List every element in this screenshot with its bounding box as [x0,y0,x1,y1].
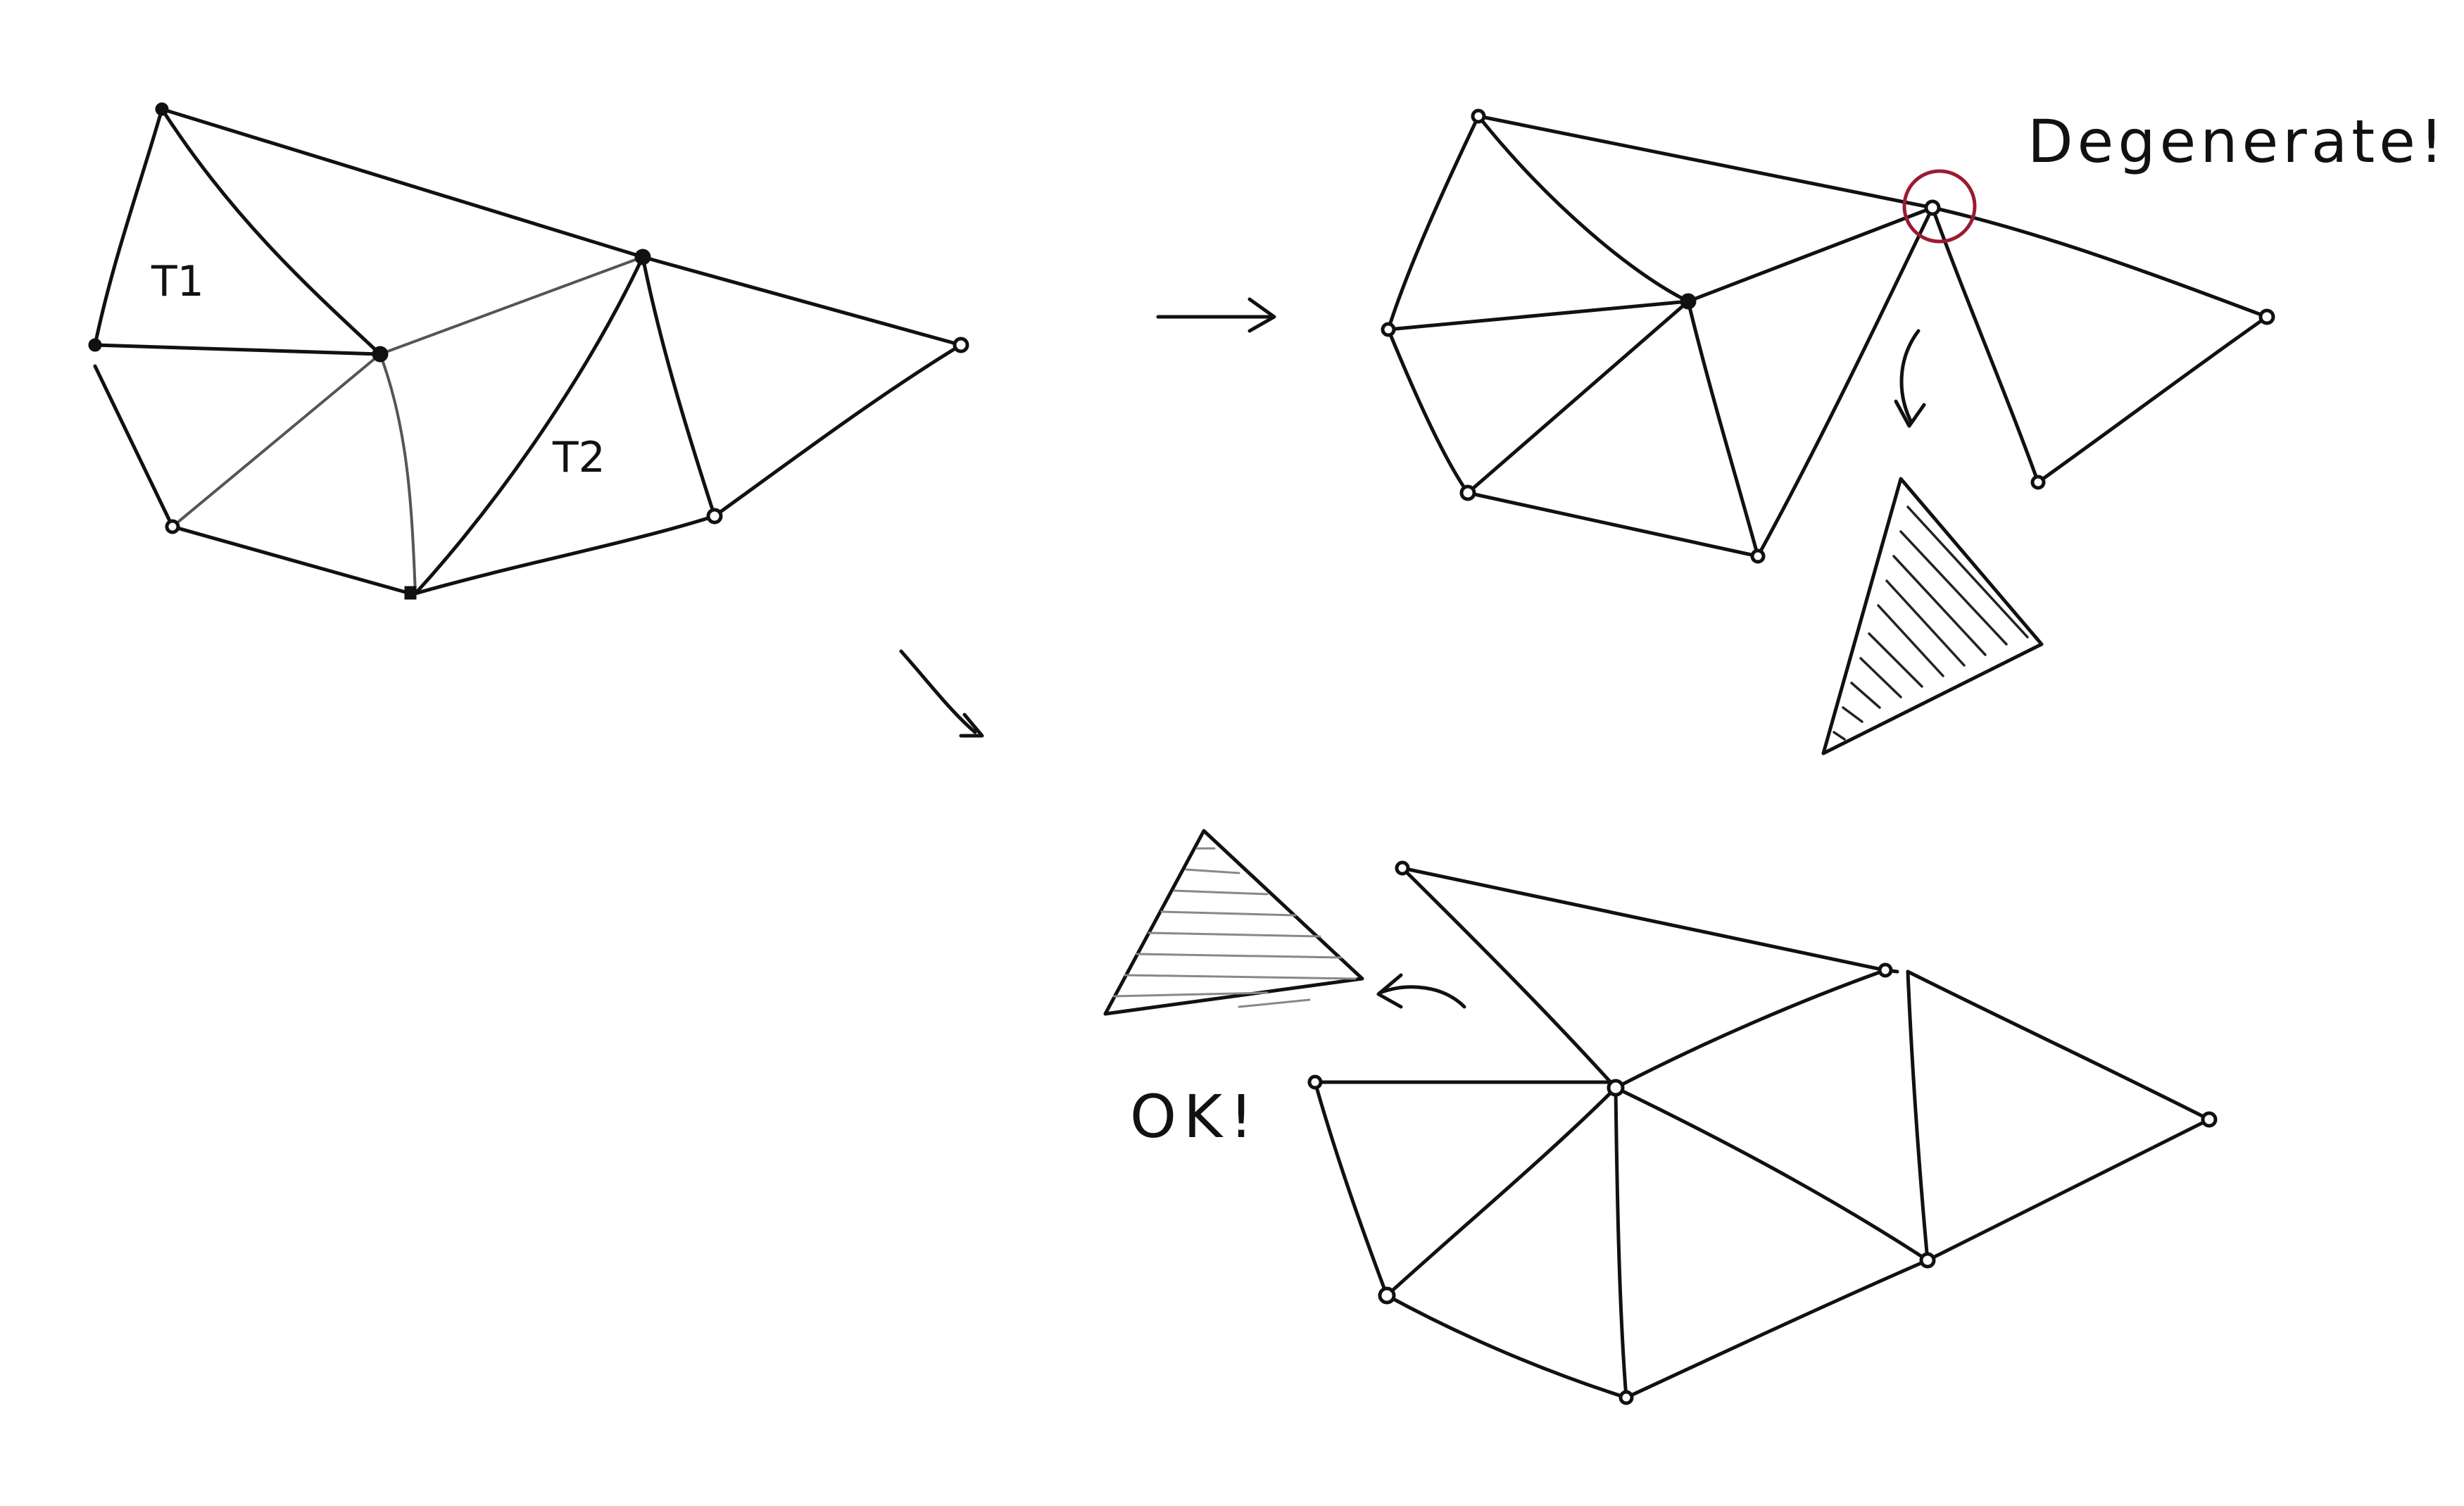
node [1680,293,1697,310]
node [2201,1111,2218,1128]
ok-mesh-edges [1313,866,2211,1400]
arrow-curved-left [1376,973,1466,1009]
node [1381,322,1396,337]
node [404,586,417,600]
node [1924,199,1941,216]
node [165,519,180,534]
node [1750,548,1766,564]
degenerate-mesh-edges [1386,114,2269,558]
node [1307,1074,1323,1090]
label-t1: T1 [151,257,204,306]
node [1459,484,1476,501]
label-degenerate: Degenerate! [2028,107,2448,176]
valid-triangle-hatched [1103,829,1364,1016]
node [1395,860,1410,876]
degenerate-vertex-highlight [1902,169,1977,244]
original-mesh-nodes [88,102,969,600]
node [1378,1286,1396,1305]
node [372,346,389,363]
ok-mesh-nodes [1307,860,2218,1405]
arrow-down-right [899,649,984,738]
node [634,249,651,265]
node [1919,1252,1936,1269]
original-mesh-edges [93,107,963,596]
degenerate-triangle-hatched [1821,477,2044,755]
node [1878,962,1893,978]
node [88,338,102,352]
node [1618,1390,1634,1405]
node [1607,1079,1625,1097]
degenerate-mesh-nodes [1381,108,2275,564]
node [953,337,969,353]
degenerate-mesh: Degenerate! [1381,107,2448,755]
node [2030,475,2046,490]
node [155,102,169,116]
node [1471,108,1486,124]
node [2258,308,2275,325]
label-ok: OK! [1130,1082,1260,1151]
arrow-right [1156,297,1276,333]
original-mesh: T1 T2 [88,102,969,600]
arrow-curved-down [1894,329,1926,428]
node [706,508,723,525]
ok-mesh: OK! [1103,829,2218,1405]
label-t2: T2 [552,433,605,482]
